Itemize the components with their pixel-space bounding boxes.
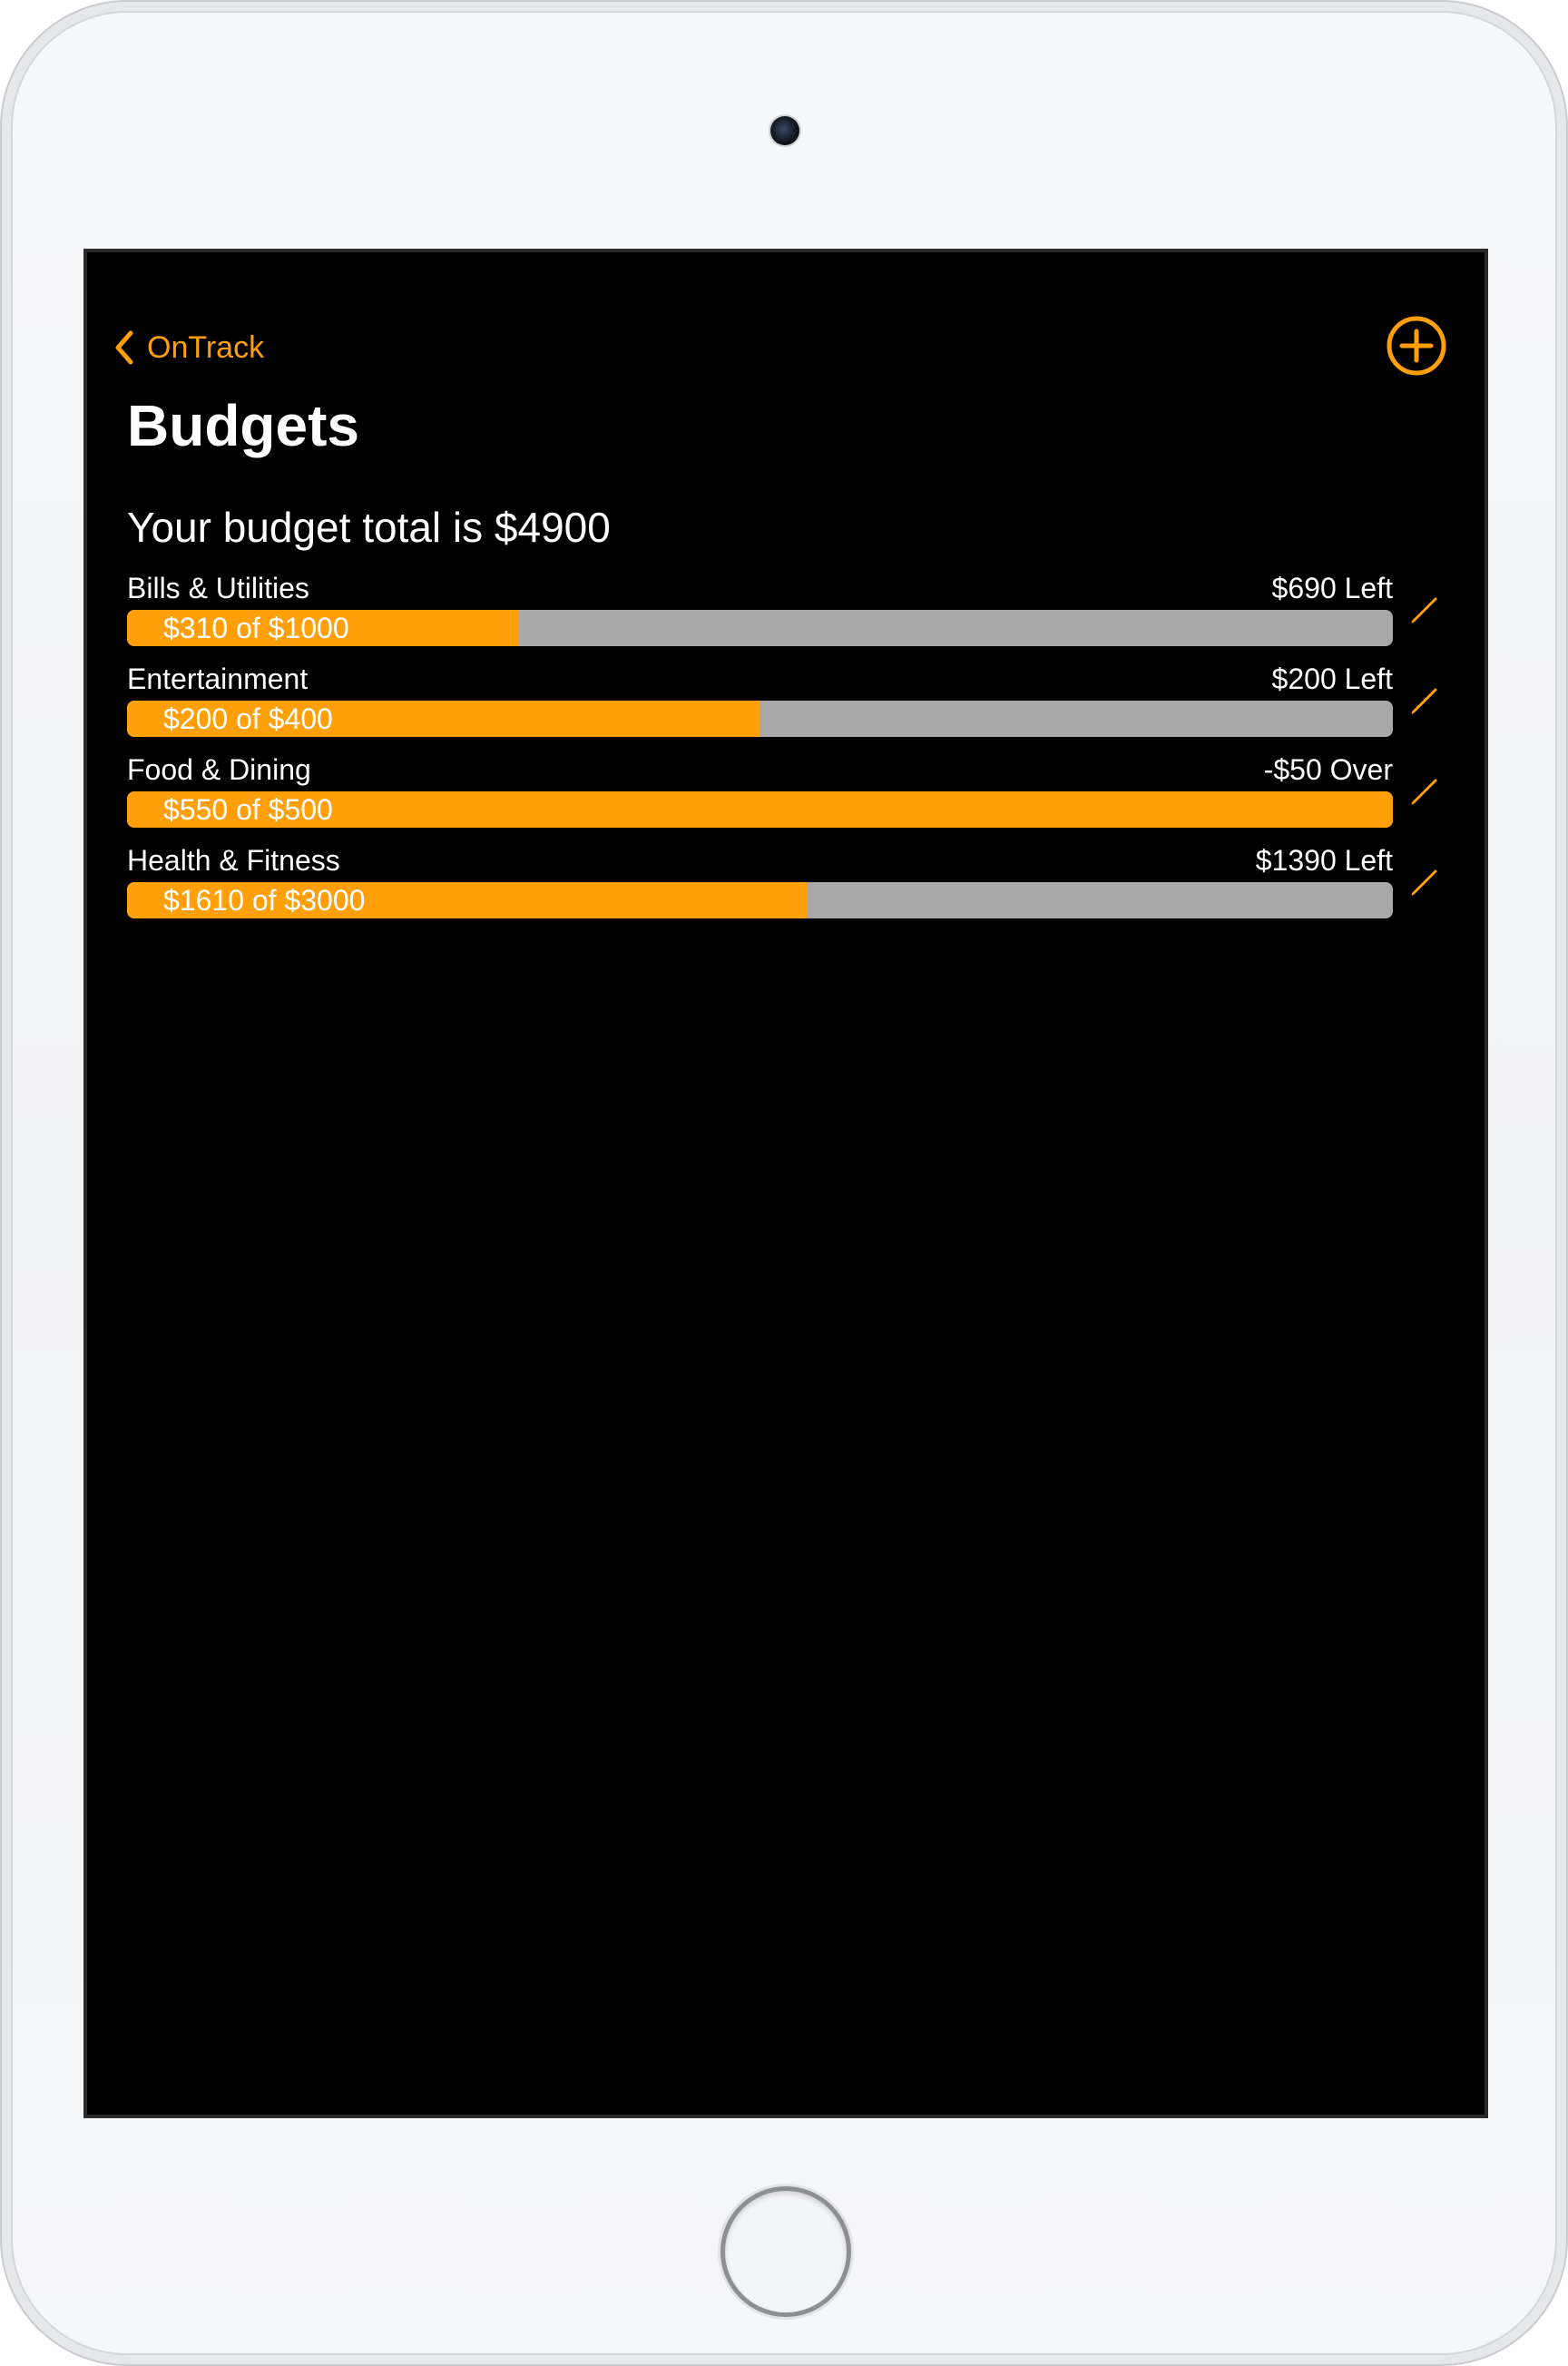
budget-progress-bar: $1610 of $3000 xyxy=(127,882,1393,918)
budget-name: Entertainment xyxy=(127,663,309,695)
budget-row-entertainment[interactable]: Entertainment $200 Left $200 of $400 xyxy=(127,663,1452,753)
budget-row-header: Health & Fitness $1390 Left xyxy=(127,844,1393,880)
navigation-bar: OnTrack xyxy=(87,307,1485,388)
budget-progress-fill xyxy=(127,791,1393,828)
budget-list: Bills & Utilities $690 Left $310 of $100… xyxy=(127,572,1452,935)
budget-name: Food & Dining xyxy=(127,753,311,786)
budget-row-food-dining[interactable]: Food & Dining -$50 Over $550 of $500 xyxy=(127,753,1452,844)
budget-progress-label: $550 of $500 xyxy=(163,793,333,826)
budget-progress-fill xyxy=(127,610,520,646)
back-button-label: OnTrack xyxy=(147,329,265,365)
plus-circle-icon[interactable] xyxy=(1385,314,1448,378)
home-button[interactable] xyxy=(725,2191,847,2312)
budget-progress-label: $200 of $400 xyxy=(163,702,333,735)
pencil-icon[interactable] xyxy=(1406,592,1443,628)
budget-progress-label: $310 of $1000 xyxy=(163,612,349,644)
budget-remaining: -$50 Over xyxy=(1263,753,1393,786)
budget-row-header: Entertainment $200 Left xyxy=(127,663,1393,699)
budget-progress-bar: $310 of $1000 xyxy=(127,610,1393,646)
back-button[interactable]: OnTrack xyxy=(111,307,264,388)
pencil-icon[interactable] xyxy=(1406,682,1443,719)
budget-progress-label: $1610 of $3000 xyxy=(163,884,366,917)
chevron-left-icon xyxy=(115,330,133,365)
budget-row-header: Food & Dining -$50 Over xyxy=(127,753,1393,790)
budget-progress-fill xyxy=(127,701,760,737)
app-screen: OnTrack Budgets Your budget total is $49… xyxy=(83,249,1488,2118)
budget-remaining: $690 Left xyxy=(1271,572,1393,604)
front-camera xyxy=(770,116,799,145)
budget-name: Health & Fitness xyxy=(127,844,340,877)
pencil-icon[interactable] xyxy=(1406,864,1443,900)
budget-progress-bar: $200 of $400 xyxy=(127,701,1393,737)
budget-progress-fill xyxy=(127,882,808,918)
budget-total: Your budget total is $4900 xyxy=(127,504,611,551)
budget-remaining: $200 Left xyxy=(1271,663,1393,695)
budget-row-health-fitness[interactable]: Health & Fitness $1390 Left $1610 of $30… xyxy=(127,844,1452,935)
budget-row-header: Bills & Utilities $690 Left xyxy=(127,572,1393,608)
budget-remaining: $1390 Left xyxy=(1255,844,1393,877)
pencil-icon[interactable] xyxy=(1406,773,1443,810)
page-title: Budgets xyxy=(127,393,359,458)
budget-progress-bar: $550 of $500 xyxy=(127,791,1393,828)
budget-row-bills-utilities[interactable]: Bills & Utilities $690 Left $310 of $100… xyxy=(127,572,1452,663)
budget-name: Bills & Utilities xyxy=(127,572,309,604)
